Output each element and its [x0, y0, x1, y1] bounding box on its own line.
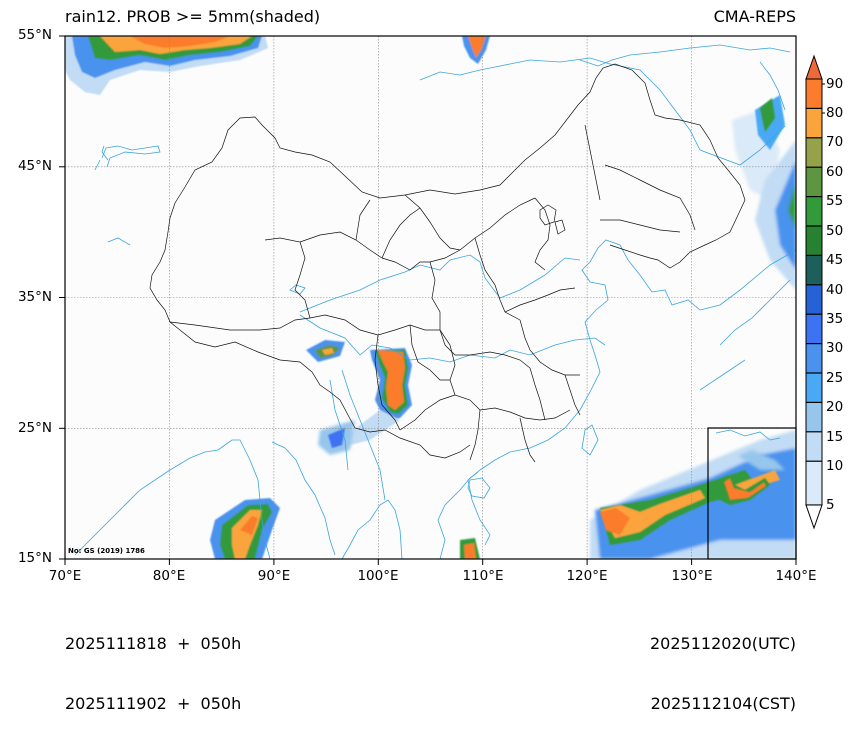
y-tick-label: 45°N [17, 158, 52, 174]
colorbar-label: 60 [826, 164, 844, 180]
valid-time-utc: 2025112020(UTC) [650, 634, 796, 653]
precip-east-japan [755, 140, 796, 290]
valid-time-block: 2025112020(UTC) 2025112104(CST) [650, 594, 796, 734]
y-tick-label: 15°N [17, 550, 52, 566]
x-ticks [64, 559, 797, 565]
x-tick-label: 80°E [152, 568, 186, 584]
colorbar [805, 54, 825, 530]
colorbar-over-arrow [805, 54, 823, 80]
precip-tibet [306, 340, 345, 362]
colorbar-label: 15 [826, 429, 844, 445]
chart-title: rain12. PROB >= 5mm(shaded) [65, 7, 321, 26]
x-tick-label: 130°E [671, 568, 713, 584]
colorbar-under-arrow [805, 504, 823, 530]
colorbar-label: 35 [826, 311, 844, 327]
init-time-utc: 2025111818 + 050h [65, 634, 242, 653]
colorbar-label: 25 [826, 370, 844, 386]
colorbar-label: 70 [826, 134, 844, 150]
precip-north-siberia [65, 36, 268, 95]
x-tick-label: 90°E [257, 568, 291, 584]
colorbar-label: 55 [826, 193, 844, 209]
admin-boundaries [149, 63, 746, 463]
graticule [65, 36, 796, 559]
map-canvas [59, 35, 825, 565]
init-time-block: 2025111818 + 050h 2025111902 + 050h [65, 594, 241, 734]
valid-time-cst: 2025112104(CST) [650, 694, 796, 713]
x-tick-label: 110°E [462, 568, 504, 584]
colorbar-label: 20 [826, 399, 844, 415]
init-time-cst: 2025111902 + 050h [65, 694, 242, 713]
map-approval-number: No: GS (2019) 1786 [68, 547, 145, 555]
colorbar-label: 45 [826, 252, 844, 268]
colorbar-label: 5 [826, 497, 835, 513]
colorbar-label: 90 [826, 76, 844, 92]
x-tick-label: 140°E [775, 568, 817, 584]
x-tick-label: 120°E [566, 568, 608, 584]
colorbar-label: 40 [826, 282, 844, 298]
coastlines-rivers [74, 44, 796, 559]
precip-bay-of-bengal [210, 498, 280, 559]
x-tick-label: 100°E [357, 568, 399, 584]
colorbar-label: 10 [826, 458, 844, 474]
y-tick-label: 35°N [17, 289, 52, 305]
y-tick-label: 55°N [17, 27, 52, 43]
x-tick-label: 70°E [48, 568, 82, 584]
precip-sichuan [340, 348, 412, 445]
colorbar-label: 80 [826, 105, 844, 121]
model-name: CMA-REPS [713, 7, 796, 26]
y-ticks [59, 35, 65, 560]
colorbar-label: 50 [826, 223, 844, 239]
y-tick-label: 25°N [17, 420, 52, 436]
precip-shading [65, 36, 796, 559]
colorbar-label: 30 [826, 340, 844, 356]
precip-vietnam [460, 538, 480, 559]
